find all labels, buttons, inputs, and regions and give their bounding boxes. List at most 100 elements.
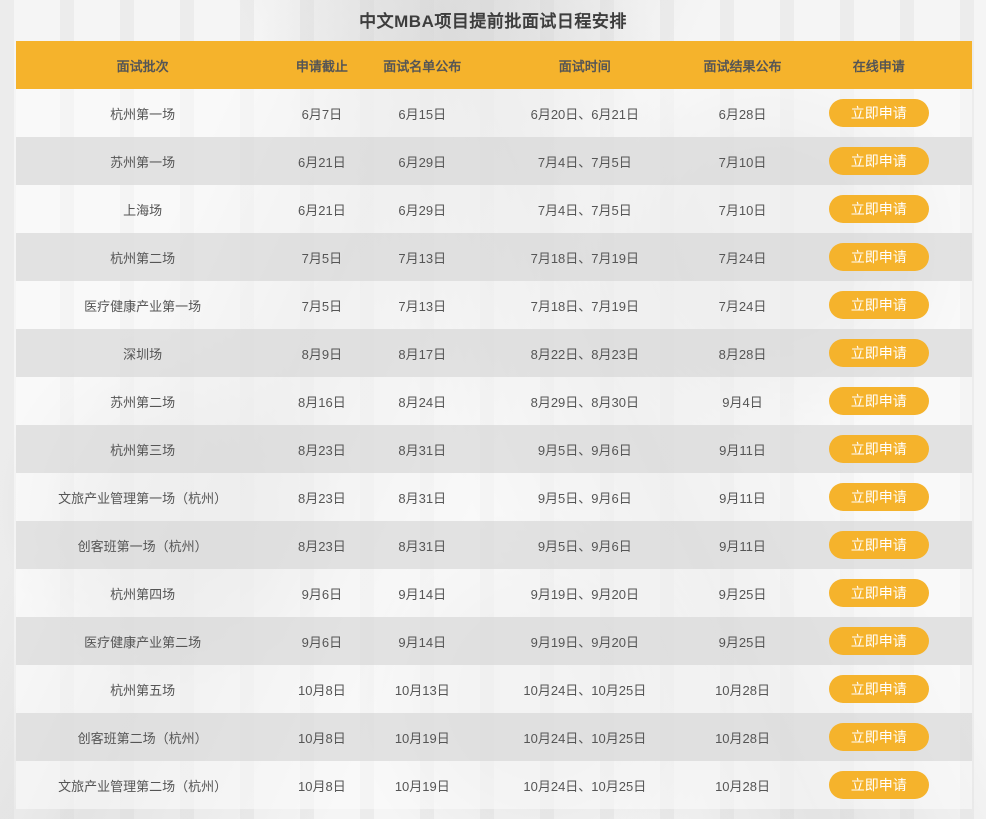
deadline-cell: 8月9日: [301, 346, 343, 362]
apply-now-button[interactable]: 立即申请: [828, 243, 929, 271]
list-publish-cell: 8月31日: [398, 442, 447, 458]
apply-cell: 立即申请: [786, 675, 972, 703]
list-publish-cell: 7月13日: [398, 298, 447, 314]
table-row: 上海场 6月21日 6月29日 7月4日、7月5日 7月10日 立即申请: [16, 185, 972, 233]
apply-now-button[interactable]: 立即申请: [828, 435, 929, 463]
batch-name-cell: 深圳场: [123, 346, 163, 362]
result-publish-cell: 10月28日: [715, 778, 770, 794]
apply-now-button[interactable]: 立即申请: [828, 579, 929, 607]
batch-name-cell: 苏州第一场: [110, 154, 176, 170]
interview-schedule-table: 面试批次 申请截止 面试名单公布 面试时间 面试结果公布 在线申请 杭州第一场 …: [16, 41, 972, 809]
list-publish-cell: 8月17日: [398, 346, 447, 362]
list-publish-cell: 9月14日: [398, 634, 447, 650]
result-publish-cell: 8月28日: [718, 346, 767, 362]
list-publish-cell: 10月19日: [394, 730, 450, 746]
list-publish-cell: 10月19日: [394, 778, 450, 794]
apply-now-button[interactable]: 立即申请: [828, 771, 929, 799]
apply-now-button[interactable]: 立即申请: [828, 675, 929, 703]
deadline-cell: 8月23日: [298, 490, 346, 506]
result-publish-cell: 7月10日: [718, 202, 767, 218]
apply-cell: 立即申请: [786, 147, 972, 175]
apply-cell: 立即申请: [786, 531, 972, 559]
deadline-cell: 8月23日: [298, 442, 346, 458]
batch-name-cell: 苏州第二场: [110, 394, 176, 410]
interview-time-cell: 9月19日、9月20日: [530, 586, 639, 602]
deadline-cell: 8月16日: [298, 394, 346, 410]
result-publish-cell: 6月28日: [718, 106, 767, 122]
apply-now-button[interactable]: 立即申请: [828, 531, 929, 559]
result-publish-cell: 9月25日: [718, 586, 767, 602]
apply-cell: 立即申请: [786, 771, 972, 799]
list-publish-cell: 8月31日: [398, 538, 447, 554]
batch-name-cell: 杭州第四场: [110, 586, 176, 602]
batch-name-cell: 杭州第三场: [110, 442, 176, 458]
table-row: 苏州第一场 6月21日 6月29日 7月4日、7月5日 7月10日 立即申请: [16, 137, 972, 185]
deadline-cell: 8月23日: [298, 538, 346, 554]
apply-cell: 立即申请: [786, 723, 972, 751]
batch-name-cell: 杭州第一场: [110, 106, 176, 122]
result-publish-cell: 9月11日: [719, 442, 766, 458]
table-row: 创客班第二场（杭州） 10月8日 10月19日 10月24日、10月25日 10…: [16, 713, 972, 761]
apply-now-button[interactable]: 立即申请: [828, 483, 929, 511]
apply-cell: 立即申请: [786, 339, 972, 367]
apply-cell: 立即申请: [786, 195, 972, 223]
apply-now-button[interactable]: 立即申请: [828, 387, 929, 415]
interview-time-cell: 9月5日、9月6日: [537, 538, 632, 554]
table-row: 苏州第二场 8月16日 8月24日 8月29日、8月30日 9月4日 立即申请: [16, 377, 972, 425]
apply-cell: 立即申请: [786, 291, 972, 319]
batch-name-cell: 创客班第一场（杭州）: [77, 538, 208, 554]
deadline-cell: 10月8日: [298, 778, 346, 794]
batch-name-cell: 文旅产业管理第一场（杭州）: [58, 490, 228, 506]
result-publish-cell: 10月28日: [715, 682, 770, 698]
apply-now-button[interactable]: 立即申请: [828, 291, 929, 319]
interview-time-cell: 7月4日、7月5日: [537, 154, 632, 170]
apply-now-button[interactable]: 立即申请: [828, 627, 929, 655]
apply-cell: 立即申请: [786, 99, 972, 127]
batch-name-cell: 医疗健康产业第二场: [84, 634, 202, 650]
result-publish-cell: 7月24日: [718, 298, 767, 314]
interview-time-cell: 7月18日、7月19日: [530, 298, 639, 314]
interview-time-cell: 10月24日、10月25日: [523, 730, 647, 746]
apply-now-button[interactable]: 立即申请: [828, 339, 929, 367]
result-publish-cell: 9月11日: [719, 490, 766, 506]
result-publish-cell: 7月10日: [718, 154, 767, 170]
batch-name-cell: 创客班第二场（杭州）: [77, 730, 208, 746]
interview-time-cell: 9月5日、9月6日: [537, 442, 632, 458]
interview-time-cell: 6月20日、6月21日: [530, 106, 639, 122]
interview-time-cell: 10月24日、10月25日: [523, 682, 647, 698]
interview-time-cell: 7月18日、7月19日: [530, 250, 639, 266]
list-publish-cell: 6月29日: [398, 202, 447, 218]
column-header-list-publish: 面试名单公布: [383, 58, 462, 74]
interview-time-cell: 9月5日、9月6日: [537, 490, 632, 506]
table-row: 杭州第五场 10月8日 10月13日 10月24日、10月25日 10月28日 …: [16, 665, 972, 713]
interview-time-cell: 10月24日、10月25日: [523, 778, 647, 794]
result-publish-cell: 10月28日: [715, 730, 770, 746]
table-row: 文旅产业管理第二场（杭州） 10月8日 10月19日 10月24日、10月25日…: [16, 761, 972, 809]
batch-name-cell: 杭州第二场: [110, 250, 176, 266]
result-publish-cell: 7月24日: [718, 250, 767, 266]
apply-now-button[interactable]: 立即申请: [828, 195, 929, 223]
apply-now-button[interactable]: 立即申请: [828, 147, 929, 175]
deadline-cell: 10月8日: [298, 682, 346, 698]
table-row: 医疗健康产业第二场 9月6日 9月14日 9月19日、9月20日 9月25日 立…: [16, 617, 972, 665]
deadline-cell: 7月5日: [301, 250, 343, 266]
deadline-cell: 10月8日: [298, 730, 346, 746]
list-publish-cell: 8月24日: [398, 394, 447, 410]
result-publish-cell: 9月11日: [719, 538, 766, 554]
deadline-cell: 9月6日: [301, 634, 343, 650]
table-row: 杭州第二场 7月5日 7月13日 7月18日、7月19日 7月24日 立即申请: [16, 233, 972, 281]
list-publish-cell: 9月14日: [398, 586, 447, 602]
result-publish-cell: 9月4日: [722, 394, 763, 410]
batch-name-cell: 文旅产业管理第二场（杭州）: [58, 778, 228, 794]
table-body: 杭州第一场 6月7日 6月15日 6月20日、6月21日 6月28日 立即申请 …: [16, 89, 972, 809]
deadline-cell: 9月6日: [301, 586, 343, 602]
list-publish-cell: 8月31日: [398, 490, 447, 506]
column-header-result-publish: 面试结果公布: [703, 58, 782, 74]
apply-now-button[interactable]: 立即申请: [828, 723, 929, 751]
deadline-cell: 7月5日: [301, 298, 343, 314]
list-publish-cell: 7月13日: [398, 250, 447, 266]
column-header-online-apply: 在线申请: [852, 58, 905, 74]
apply-now-button[interactable]: 立即申请: [828, 99, 929, 127]
apply-cell: 立即申请: [786, 243, 972, 271]
list-publish-cell: 6月15日: [398, 106, 447, 122]
